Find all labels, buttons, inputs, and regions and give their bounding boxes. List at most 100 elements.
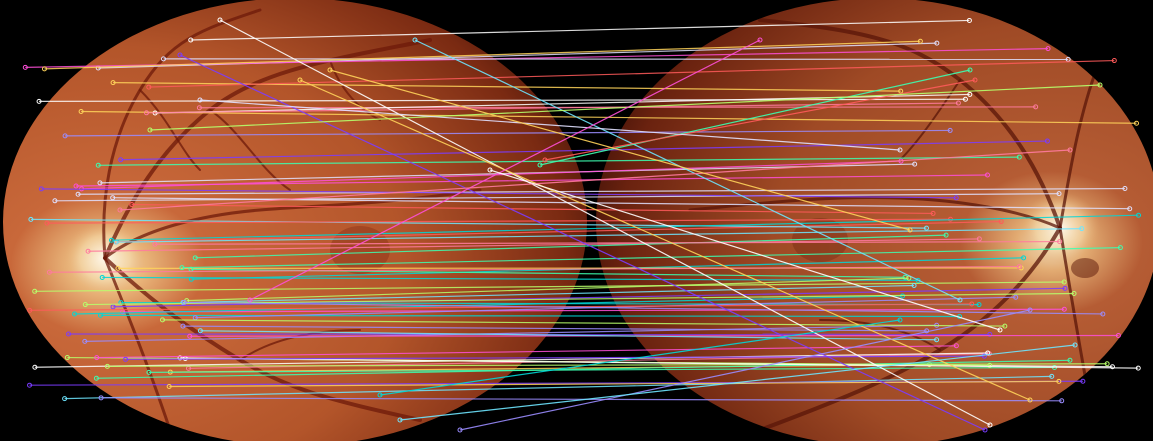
keypoint-left [97,180,103,186]
keypoint-left [166,383,172,389]
keypoint-right [947,127,953,133]
match-line [120,140,1048,161]
keypoint-left [412,37,418,43]
keypoint-left [38,186,44,192]
keypoint-left [196,105,202,111]
match-line [46,218,951,224]
keypoint-left [109,237,115,243]
keypoint-right [982,427,988,433]
keypoint-right [1016,154,1022,160]
keypoint-left [110,80,116,86]
match-line [131,203,934,215]
keypoint-right [984,172,990,178]
match-line [181,247,1121,269]
keypoint-right [1122,186,1128,192]
keypoint-left [197,97,203,103]
keypoint-left [28,216,34,222]
keypoint-left [64,355,70,361]
match-line [249,39,761,301]
keypoint-right [1045,46,1051,52]
keypoint-left [397,417,403,423]
keypoint-right [957,297,963,303]
keypoint-right [1044,138,1050,144]
match-line [169,380,1059,388]
match-line [489,169,1001,331]
match-line [30,218,927,229]
keypoint-right [997,327,1003,333]
keypoint-right [987,422,993,428]
keypoint-left [52,198,58,204]
match-line [41,188,957,199]
match-line [539,69,971,166]
keypoint-right [1097,82,1103,88]
keypoint-right [1080,378,1086,384]
match-line [49,265,1020,273]
match-line [34,281,1065,292]
match-line [149,84,1101,131]
match-line [119,149,1071,211]
keypoint-left [297,77,303,83]
keypoint-left [99,274,105,280]
keypoint-left [181,299,187,305]
keypoint-right [912,161,918,167]
keypoint-left [82,338,88,344]
keypoint-right [1033,104,1039,110]
keypoint-right [1049,373,1055,379]
keypoint-right [898,88,904,94]
match-line [219,19,991,426]
keypoint-left [457,427,463,433]
keypoint-left [118,157,124,163]
keypoint-right [972,77,978,83]
keypoint-right [1059,398,1065,404]
match-line [182,325,927,332]
match-line [379,319,901,396]
match-line [299,79,1031,401]
keypoint-left [32,288,38,294]
keypoint-right [1071,290,1077,296]
keypoint-left [93,375,99,381]
keypoint-left [147,127,153,133]
keypoint-left [377,392,383,398]
match-line [154,240,1060,245]
keypoint-left [160,56,166,62]
keypoint-left [32,364,38,370]
match-line [195,234,947,259]
keypoint-right [1127,206,1133,212]
keypoint-left [188,37,194,43]
keypoint-right [987,362,993,368]
keypoint-left [75,191,81,197]
keypoint-left [98,395,104,401]
keypoint-right [1016,264,1022,270]
keypoint-right [1013,294,1019,300]
keypoint-left [187,333,193,339]
keypoint-left [180,323,186,329]
keypoint-left [152,241,158,247]
match-line [64,375,1052,400]
match-line [186,277,909,302]
keypoint-left [41,66,47,72]
keypoint-right [969,301,975,307]
keypoint-right [1057,239,1063,245]
keypoint-right [967,91,973,97]
match-line [414,39,961,301]
keypoint-left [72,311,78,317]
keypoint-match-lines [22,17,1142,433]
keypoint-right [911,282,917,288]
keypoint-left [78,109,84,115]
keypoint-left [66,331,72,337]
match-line [99,163,915,184]
keypoint-left [146,84,152,90]
keypoint-right [967,67,973,73]
keypoint-right [1136,212,1142,218]
keypoint-right [1067,357,1073,363]
keypoint-right [1062,285,1068,291]
keypoint-left [110,195,116,201]
keypoint-right [934,40,940,46]
keypoint-left [85,248,91,254]
match-line [184,301,1103,315]
match-line [39,98,966,102]
keypoint-left [217,17,223,23]
keypoint-left [94,355,100,361]
